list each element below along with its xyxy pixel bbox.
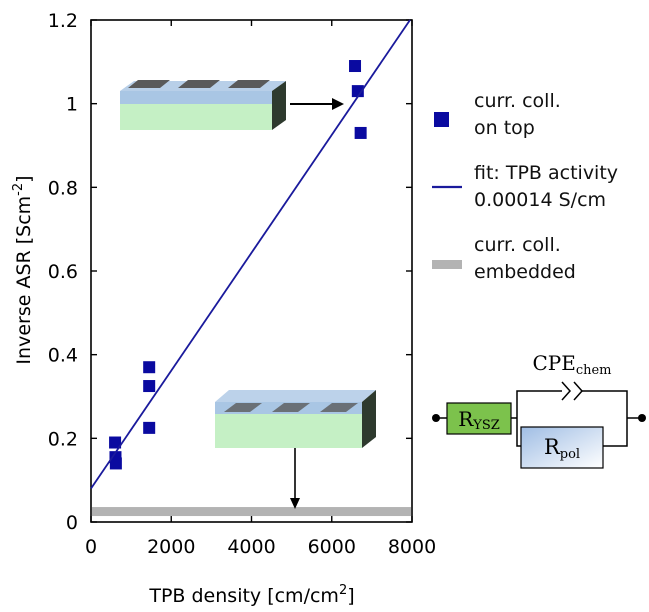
cpe-label: CPEchem [532,351,611,378]
legend-label-fit: fit: TPB activity 0.00014 S/cm [474,162,618,211]
y-tick-label: 0.4 [48,345,78,367]
cpe-symbol-right [573,381,584,401]
x-tick-label: 8000 [388,536,436,558]
data-point [143,361,156,374]
embedded-band [92,507,411,517]
y-tick-label: 0.6 [48,261,78,283]
inset-top-layer-face [120,91,272,104]
series-layer [90,19,411,517]
data-point [349,60,362,73]
legend: curr. coll. on top fit: TPB activity 0.000… [432,90,618,283]
x-tick-label: 0 [85,536,97,558]
data-point [354,126,367,139]
data-point [109,436,122,449]
inset-top-collector-3 [228,80,270,88]
inset-top-side [272,81,286,130]
inset-emb-base-face [215,414,362,448]
data-point [143,380,156,393]
y-tick-label: 0 [66,512,78,534]
inset-emb-layer-top [215,390,376,402]
cpe-symbol-left [561,381,572,401]
y-tick-label: 1.2 [48,10,78,32]
legend-marker-embedded [432,260,462,269]
legend-marker-on-top [434,112,449,127]
x-axis-title: TPB density [cm/cm2] [148,583,354,607]
circuit-terminal-right [638,414,646,422]
inset-curr-coll-embedded [215,390,376,509]
y-tick-label: 0.8 [48,177,78,199]
x-tick-label: 6000 [308,536,356,558]
tick-labels: 0 2000 4000 6000 8000 0 0.2 0.4 0.6 0.8 1 1.2 [48,10,436,558]
inset-top-collector-2 [178,80,220,88]
resistor-ysz [446,402,512,435]
y-tick-label: 0.2 [48,428,78,450]
axis-ticks [90,19,413,523]
inset-top-collector-1 [128,80,170,88]
legend-label-embedded: curr. coll. embedded [474,234,576,283]
inset-emb-collector-2 [272,403,310,412]
inset-emb-collector-1 [224,403,262,412]
inset-emb-side [362,390,376,448]
y-tick-label: 1 [66,94,78,116]
data-point [351,85,364,98]
x-tick-label: 2000 [147,536,195,558]
equivalent-circuit: RYSZ CPEchem Rpol [432,351,646,469]
inset-top-base-face [120,104,272,130]
inset-emb-arrowhead [290,498,300,509]
resistor-pol [520,426,604,469]
data-point [109,457,122,470]
legend-label-on-top: curr. coll. on top [474,90,561,139]
fit-line [90,19,411,490]
inset-curr-coll-on-top [120,80,344,130]
y-axis-title: Inverse ASR [Scm-2] [11,175,35,364]
inset-emb-collector-3 [320,403,358,412]
resistor-pol-label: Rpol [544,435,580,462]
x-tick-label: 4000 [227,536,275,558]
data-point [143,421,156,434]
inset-top-arrowhead [332,98,344,110]
resistor-ysz-label: RYSZ [458,407,500,433]
